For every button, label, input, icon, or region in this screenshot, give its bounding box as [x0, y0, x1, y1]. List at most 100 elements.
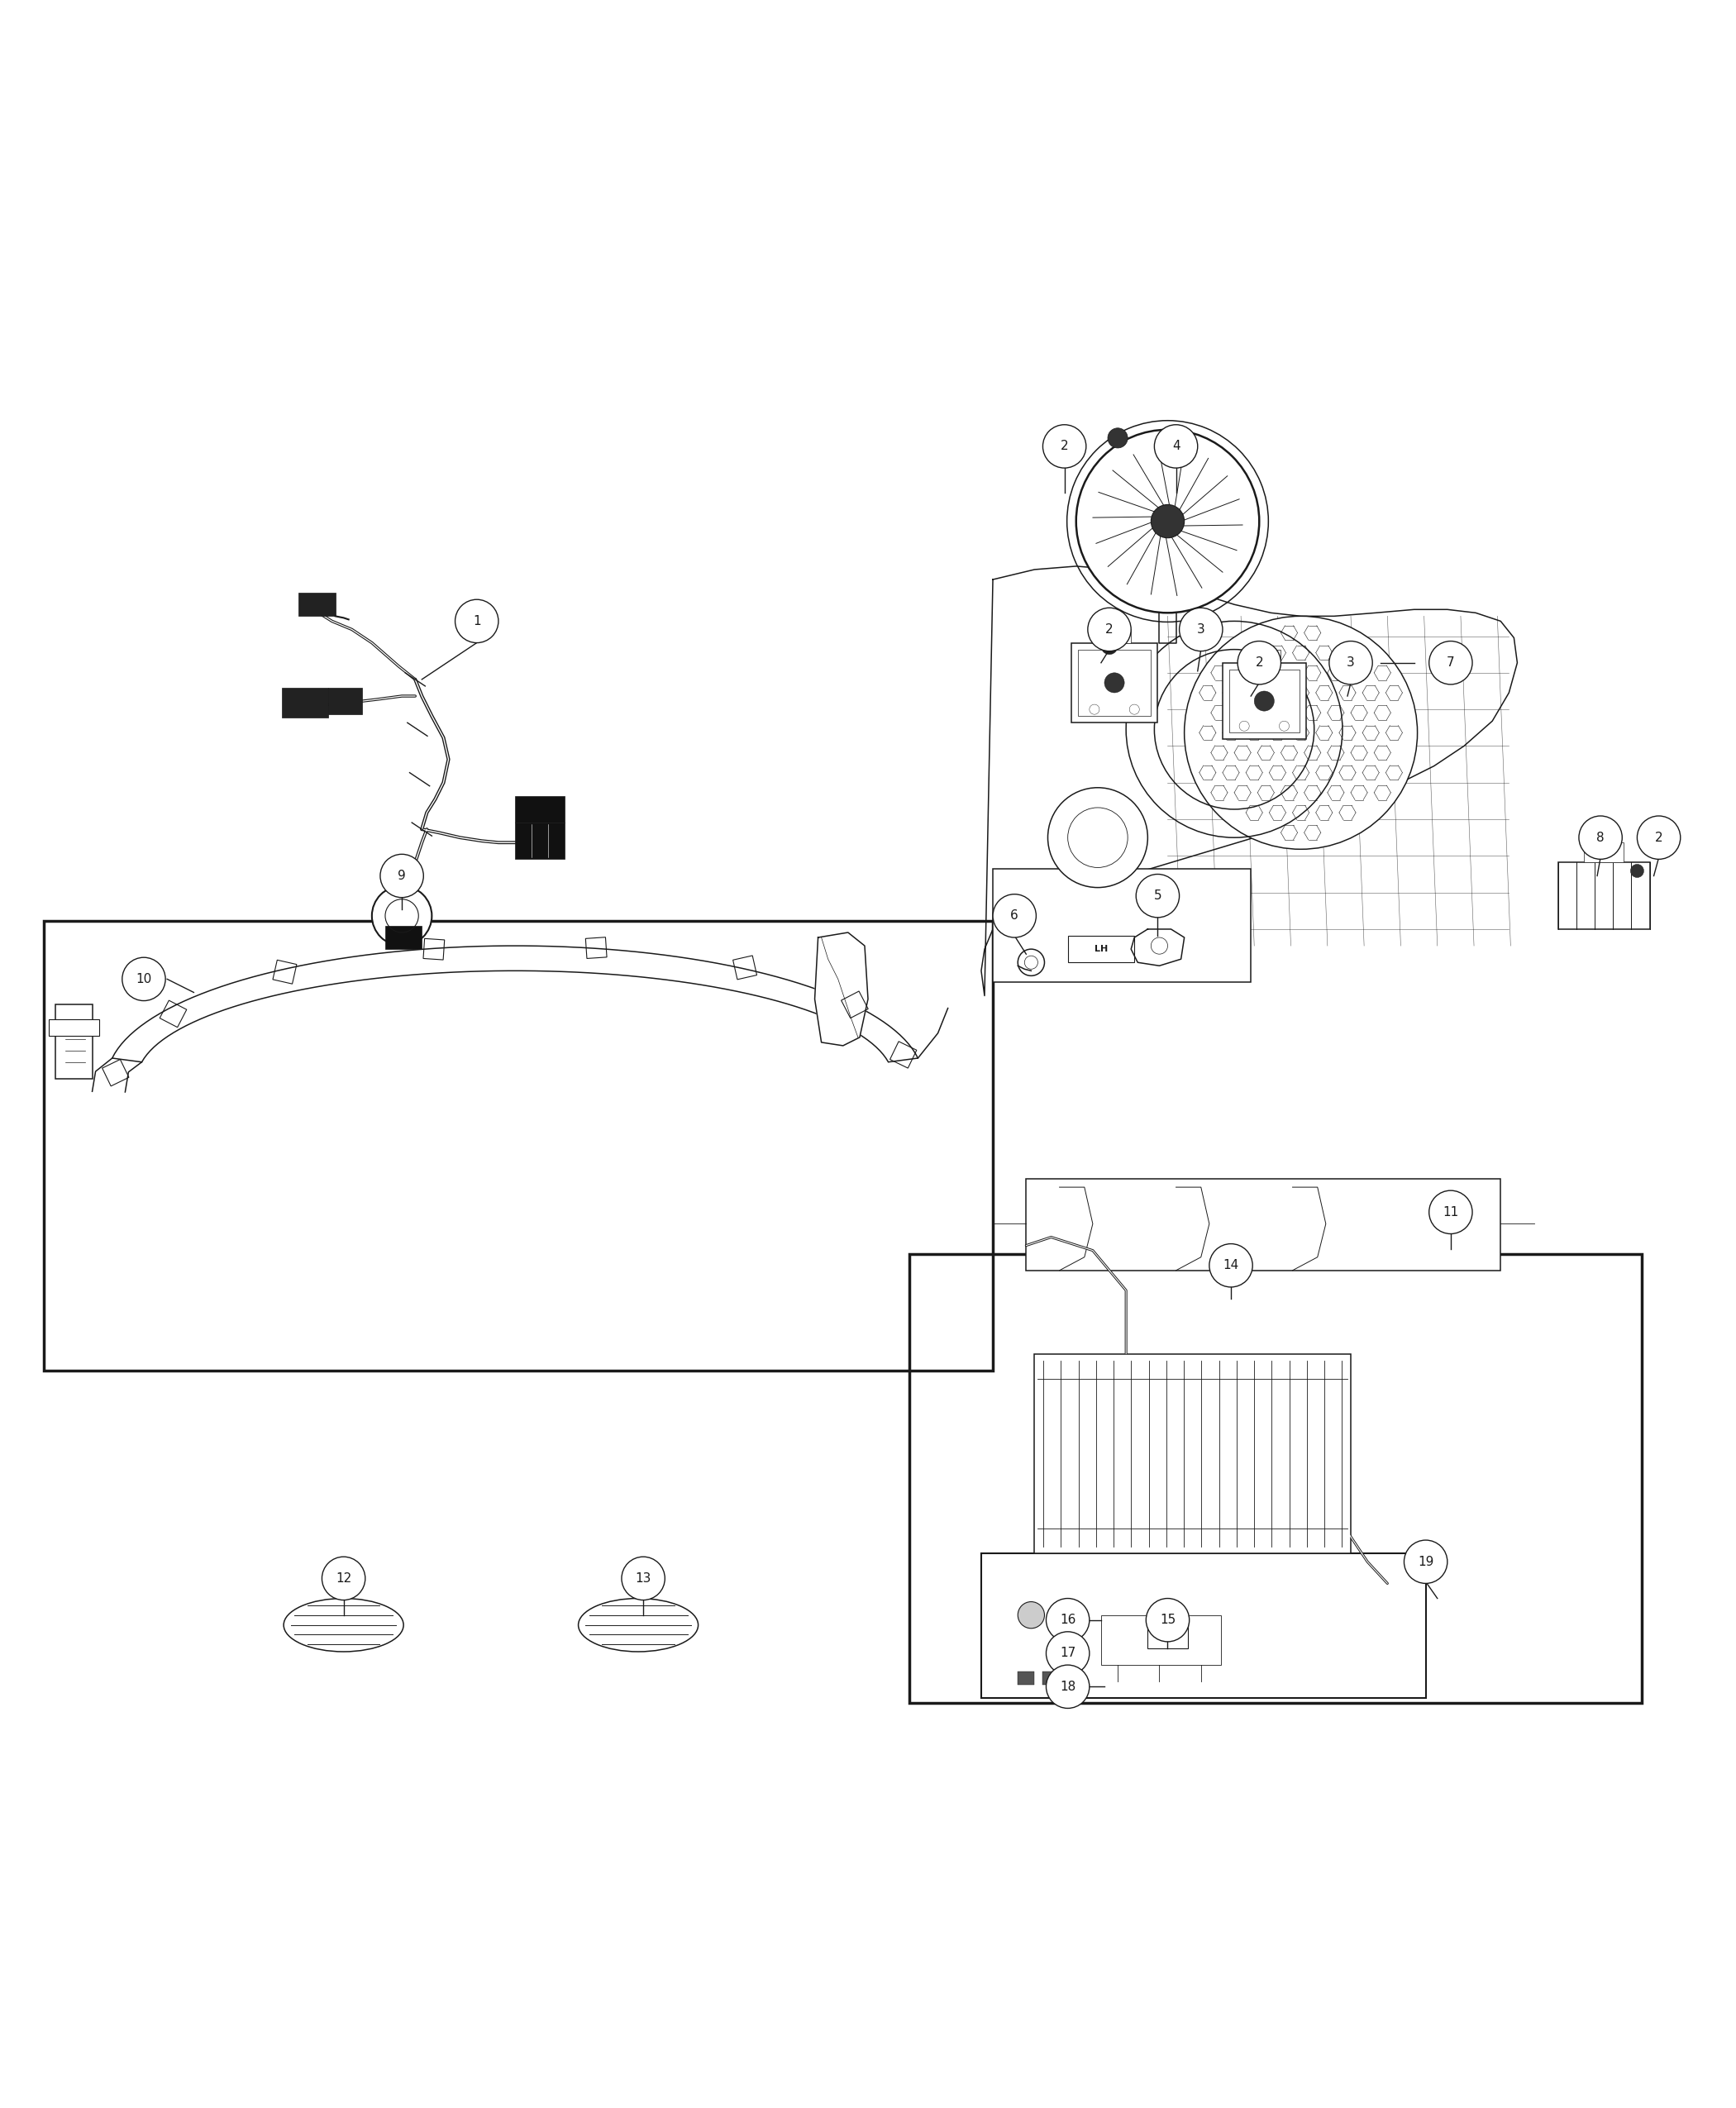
Polygon shape: [981, 567, 1517, 995]
Bar: [516, 822, 564, 860]
Circle shape: [1104, 672, 1125, 694]
Bar: [516, 797, 564, 822]
Bar: [281, 687, 328, 717]
Text: 1: 1: [472, 616, 481, 628]
Circle shape: [1252, 656, 1267, 672]
Bar: [1043, 1672, 1059, 1684]
Circle shape: [1429, 641, 1472, 685]
Circle shape: [1210, 1244, 1253, 1288]
Circle shape: [1404, 1541, 1448, 1583]
Circle shape: [1076, 430, 1259, 613]
Text: 9: 9: [398, 871, 406, 881]
Text: 2: 2: [1061, 441, 1068, 453]
Bar: [1071, 643, 1158, 723]
Text: 2: 2: [1654, 831, 1663, 843]
Bar: [1078, 649, 1151, 717]
Circle shape: [1253, 691, 1274, 710]
Text: 15: 15: [1160, 1615, 1175, 1625]
Circle shape: [993, 894, 1036, 938]
Circle shape: [1090, 704, 1099, 715]
Bar: [1559, 862, 1649, 930]
Circle shape: [1017, 1602, 1045, 1627]
Circle shape: [1179, 607, 1222, 651]
Text: 3: 3: [1347, 656, 1354, 668]
Bar: [424, 938, 444, 959]
Circle shape: [1184, 616, 1417, 850]
Bar: [1097, 630, 1132, 643]
Text: 5: 5: [1154, 890, 1161, 902]
Polygon shape: [113, 946, 918, 1062]
Circle shape: [455, 599, 498, 643]
Bar: [1017, 1672, 1035, 1684]
Circle shape: [1238, 641, 1281, 685]
Bar: [56, 1003, 92, 1079]
Circle shape: [1429, 1191, 1472, 1233]
Bar: [102, 1060, 128, 1086]
Circle shape: [1047, 1665, 1090, 1707]
Circle shape: [1630, 864, 1644, 877]
Circle shape: [1240, 721, 1250, 731]
Circle shape: [1637, 816, 1680, 860]
Text: 19: 19: [1418, 1556, 1434, 1568]
Text: LH: LH: [1094, 944, 1108, 953]
Circle shape: [1279, 721, 1290, 731]
Circle shape: [621, 1558, 665, 1600]
Bar: [910, 1254, 1642, 1703]
Text: 4: 4: [1172, 441, 1180, 453]
Bar: [160, 1001, 187, 1027]
Bar: [1068, 936, 1134, 963]
Circle shape: [372, 885, 432, 946]
Bar: [43, 921, 993, 1370]
Text: 7: 7: [1446, 656, 1455, 668]
Bar: [1147, 1615, 1187, 1648]
Text: 14: 14: [1222, 1258, 1240, 1271]
Text: 11: 11: [1443, 1206, 1458, 1218]
Text: 13: 13: [635, 1573, 651, 1585]
Circle shape: [1330, 641, 1373, 685]
Circle shape: [1049, 788, 1147, 887]
Text: 12: 12: [335, 1573, 351, 1585]
Bar: [891, 1041, 917, 1069]
Circle shape: [1101, 639, 1118, 653]
Bar: [1229, 670, 1299, 734]
Circle shape: [122, 957, 165, 1001]
Bar: [273, 959, 297, 984]
Text: 8: 8: [1597, 831, 1604, 843]
Text: 17: 17: [1059, 1646, 1076, 1659]
Circle shape: [1043, 424, 1087, 468]
Ellipse shape: [578, 1598, 698, 1653]
Bar: [1035, 1353, 1351, 1554]
Circle shape: [1047, 1632, 1090, 1676]
Bar: [733, 955, 757, 980]
Text: 2: 2: [1255, 656, 1264, 668]
Bar: [1101, 1615, 1220, 1665]
Circle shape: [380, 854, 424, 898]
Circle shape: [1108, 428, 1128, 449]
Text: 18: 18: [1059, 1680, 1076, 1693]
Ellipse shape: [283, 1598, 403, 1653]
Bar: [49, 1018, 99, 1035]
Bar: [585, 938, 608, 959]
Polygon shape: [814, 932, 868, 1046]
Circle shape: [321, 1558, 365, 1600]
Circle shape: [1088, 607, 1132, 651]
Circle shape: [1135, 875, 1179, 917]
Circle shape: [1154, 424, 1198, 468]
Bar: [981, 1554, 1425, 1699]
Text: 2: 2: [1106, 624, 1113, 637]
Bar: [299, 592, 335, 616]
Bar: [842, 991, 868, 1018]
Text: 3: 3: [1196, 624, 1205, 637]
Circle shape: [1017, 949, 1045, 976]
Circle shape: [1047, 1598, 1090, 1642]
Circle shape: [1130, 704, 1139, 715]
Circle shape: [1151, 504, 1184, 538]
Circle shape: [1146, 1598, 1189, 1642]
Bar: [1222, 662, 1305, 740]
Bar: [1026, 1178, 1500, 1271]
Text: 10: 10: [135, 974, 151, 984]
Bar: [1583, 843, 1623, 862]
Bar: [328, 687, 361, 715]
Text: 6: 6: [1010, 911, 1019, 921]
Bar: [993, 868, 1252, 982]
